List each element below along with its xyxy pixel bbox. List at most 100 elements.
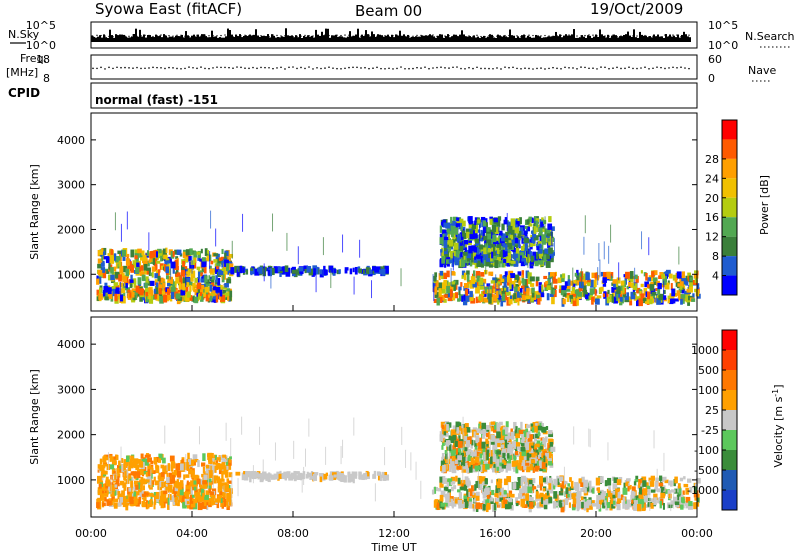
range-cell bbox=[514, 253, 518, 258]
range-cell bbox=[100, 486, 106, 491]
freq-dot bbox=[176, 67, 178, 70]
range-cell bbox=[631, 502, 636, 506]
freq-dot bbox=[640, 67, 642, 69]
range-cell bbox=[623, 482, 626, 490]
range-cell bbox=[210, 260, 214, 265]
range-cell bbox=[179, 286, 184, 290]
range-cell bbox=[620, 285, 623, 292]
range-cell bbox=[153, 499, 157, 505]
range-cell bbox=[198, 271, 201, 279]
range-cell bbox=[190, 494, 195, 498]
range-cell bbox=[483, 452, 486, 461]
search-noise-dot bbox=[452, 35, 454, 38]
range-cell bbox=[519, 288, 523, 293]
noise-bar bbox=[663, 37, 665, 42]
range-cell bbox=[470, 443, 473, 449]
range-cell bbox=[474, 440, 479, 448]
range-cell bbox=[193, 480, 197, 485]
range-cell bbox=[323, 473, 328, 480]
noise-bar bbox=[277, 36, 279, 42]
range-cell bbox=[534, 216, 537, 221]
range-cell bbox=[448, 452, 451, 459]
range-cell bbox=[546, 255, 550, 260]
range-cell bbox=[591, 500, 595, 506]
range-cell bbox=[124, 253, 130, 258]
freq-dot bbox=[572, 67, 574, 69]
range-cell bbox=[439, 237, 443, 245]
noise-bar bbox=[553, 35, 555, 42]
range-cell bbox=[517, 271, 522, 276]
range-cell bbox=[517, 462, 521, 469]
range-cell bbox=[648, 296, 653, 301]
range-cell bbox=[459, 232, 464, 241]
range-cell bbox=[640, 293, 645, 299]
range-cell bbox=[476, 451, 479, 460]
range-cell bbox=[439, 225, 443, 233]
range-streak bbox=[374, 483, 376, 502]
range-cell bbox=[489, 216, 493, 220]
range-cell bbox=[458, 427, 461, 436]
range-cell bbox=[541, 255, 544, 261]
range-cell bbox=[533, 295, 536, 301]
range-cell bbox=[150, 460, 154, 465]
range-cell bbox=[454, 279, 459, 285]
freq-dot bbox=[536, 67, 538, 70]
freq-dot bbox=[116, 66, 118, 69]
range-cell bbox=[97, 269, 103, 275]
range-cell bbox=[146, 287, 152, 296]
search-noise-dot bbox=[604, 35, 606, 37]
range-cell bbox=[279, 266, 282, 270]
range-cell bbox=[616, 277, 621, 284]
range-cell bbox=[596, 494, 601, 501]
range-streak bbox=[599, 259, 601, 278]
range-cell bbox=[466, 231, 470, 239]
range-cell bbox=[491, 240, 496, 247]
range-cell bbox=[112, 479, 118, 483]
range-cell bbox=[545, 426, 549, 430]
range-cell bbox=[486, 502, 491, 510]
range-cell bbox=[185, 474, 190, 478]
range-cell bbox=[607, 289, 610, 294]
range-cell bbox=[462, 298, 468, 306]
noise-bar bbox=[633, 29, 635, 42]
range-cell bbox=[500, 278, 505, 283]
range-cell bbox=[540, 293, 545, 298]
range-cell bbox=[503, 461, 507, 466]
freq-dot bbox=[480, 67, 482, 70]
range-cell bbox=[636, 298, 640, 307]
noise-bar bbox=[425, 35, 427, 42]
range-cell bbox=[475, 495, 480, 501]
noise-bar bbox=[493, 37, 495, 42]
range-streak bbox=[485, 227, 487, 246]
range-cell bbox=[464, 501, 469, 508]
range-cell bbox=[214, 455, 218, 461]
range-cell bbox=[149, 280, 155, 286]
range-cell bbox=[515, 465, 519, 474]
search-noise-dot bbox=[244, 34, 246, 36]
range-cell bbox=[553, 478, 557, 486]
noise-bar bbox=[145, 37, 147, 42]
range-cell bbox=[122, 276, 127, 283]
range-cell bbox=[488, 491, 492, 496]
search-noise-dot bbox=[548, 35, 550, 37]
range-cell bbox=[184, 271, 189, 275]
range-cell bbox=[531, 477, 536, 484]
range-cell bbox=[457, 455, 463, 461]
range-cell bbox=[134, 258, 139, 267]
range-cell bbox=[496, 244, 500, 248]
freq-dot bbox=[200, 66, 202, 68]
range-cell bbox=[499, 426, 503, 431]
range-cell bbox=[595, 500, 599, 507]
range-cell bbox=[520, 498, 526, 507]
range-cell bbox=[567, 483, 571, 487]
colorbar-band bbox=[722, 178, 737, 198]
noise-bar bbox=[319, 35, 321, 42]
range-cell bbox=[220, 498, 223, 504]
range-cell bbox=[205, 465, 211, 474]
noise-bar bbox=[233, 36, 235, 42]
range-cell bbox=[475, 296, 478, 304]
range-cell bbox=[225, 263, 230, 272]
range-cell bbox=[170, 286, 176, 293]
range-cell bbox=[521, 435, 525, 444]
range-cell bbox=[217, 487, 223, 493]
